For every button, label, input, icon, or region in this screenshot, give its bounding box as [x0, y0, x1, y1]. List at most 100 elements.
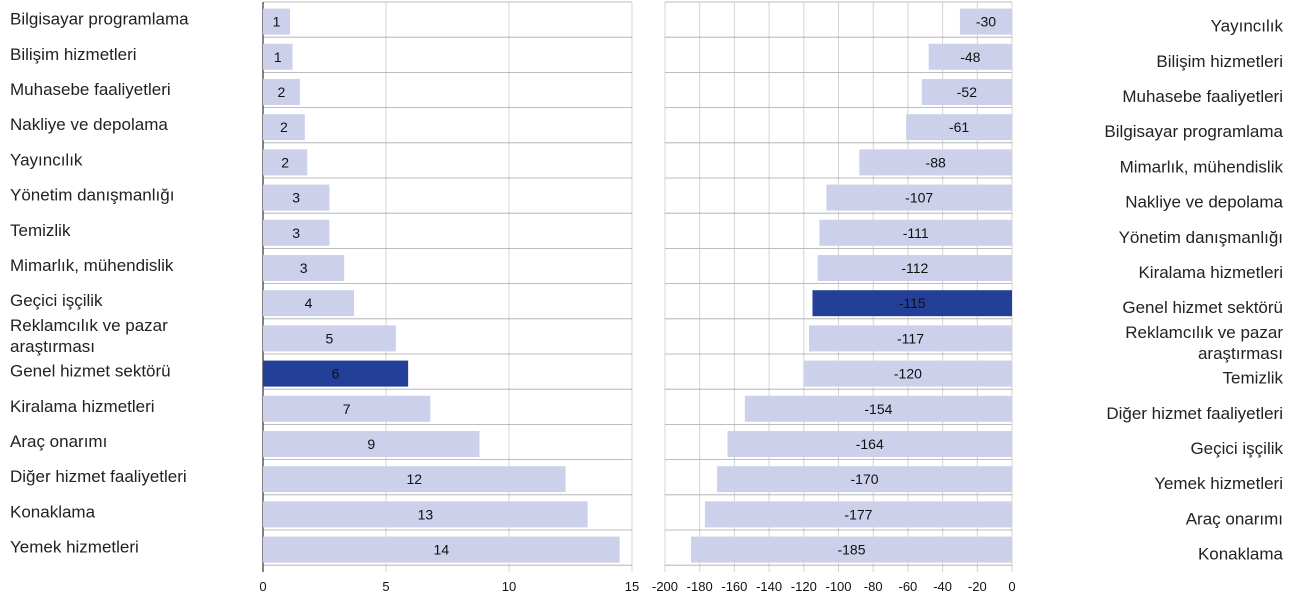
category-label: Yönetim danışmanlığı — [10, 186, 174, 205]
data-label: 6 — [332, 366, 340, 382]
x-tick-label: -180 — [687, 579, 713, 594]
category-label: Temizlik — [10, 221, 71, 240]
category-label: Muhasebe faaliyetleri — [10, 80, 171, 99]
category-label: Bilişim hizmetleri — [1156, 52, 1283, 71]
data-label: 13 — [418, 506, 434, 522]
bar — [717, 466, 1012, 493]
category-label: Yayıncılık — [1211, 17, 1284, 36]
bar — [959, 8, 1012, 35]
data-label: 9 — [367, 436, 375, 452]
bar — [906, 114, 1012, 141]
bar — [263, 501, 588, 528]
category-label: Yemek hizmetleri — [10, 538, 139, 557]
bar — [263, 395, 431, 422]
category-label: Diğer hizmet faaliyetleri — [10, 467, 187, 486]
category-label: Konaklama — [1198, 545, 1284, 564]
category-label: Yemek hizmetleri — [1154, 474, 1283, 493]
category-label: Konaklama — [10, 502, 96, 521]
category-label-line: Reklamcılık ve pazar — [1125, 323, 1283, 342]
data-label: -107 — [905, 190, 933, 206]
category-label: Nakliye ve depolama — [1125, 193, 1283, 212]
category-label-line: Reklamcılık ve pazar — [10, 316, 168, 335]
x-tick-label: -200 — [652, 579, 678, 594]
data-label: -177 — [844, 506, 872, 522]
category-label: Yönetim danışmanlığı — [1119, 228, 1283, 247]
x-tick-label: -160 — [721, 579, 747, 594]
category-label: Muhasebe faaliyetleri — [1122, 87, 1283, 106]
bar — [263, 219, 330, 246]
bar — [263, 114, 305, 141]
category-label: Yayıncılık — [10, 150, 83, 169]
x-tick-label: -40 — [933, 579, 952, 594]
bar — [826, 184, 1012, 211]
bar — [263, 466, 566, 493]
category-label-line: araştırması — [10, 337, 95, 356]
x-tick-label: -120 — [791, 579, 817, 594]
data-label: -120 — [894, 366, 922, 382]
category-label: Bilgisayar programlama — [1104, 122, 1283, 141]
category-label: Temizlik — [1223, 369, 1284, 388]
category-label: Kiralama hizmetleri — [10, 397, 155, 416]
bar — [928, 43, 1012, 70]
data-label: 14 — [434, 542, 450, 558]
category-label: Bilişim hizmetleri — [10, 45, 137, 64]
data-label: -88 — [926, 154, 946, 170]
bar — [744, 395, 1012, 422]
category-label: Diğer hizmet faaliyetleri — [1106, 404, 1283, 423]
category-label: Genel hizmet sektörü — [1122, 298, 1283, 317]
bar — [263, 43, 293, 70]
x-tick-label: -60 — [899, 579, 918, 594]
bar — [809, 325, 1012, 352]
bar — [803, 360, 1012, 387]
data-label: -170 — [851, 471, 879, 487]
x-tick-label: 5 — [382, 579, 389, 594]
data-label: 12 — [407, 471, 423, 487]
data-label: 4 — [305, 295, 313, 311]
bar — [812, 290, 1012, 317]
data-label: -48 — [960, 49, 980, 65]
bar — [704, 501, 1012, 528]
category-label-line: araştırması — [1198, 344, 1283, 363]
x-tick-label: -20 — [968, 579, 987, 594]
category-label: Araç onarımı — [1186, 509, 1283, 528]
data-label: 2 — [280, 119, 288, 135]
bar — [817, 255, 1012, 281]
data-label: -61 — [949, 119, 969, 135]
bar — [263, 325, 396, 352]
data-label: -115 — [899, 295, 926, 311]
data-label: -154 — [864, 401, 892, 417]
data-label: 3 — [300, 260, 308, 276]
category-label: Geçici işçilik — [10, 291, 103, 310]
bar — [263, 79, 300, 105]
data-label: 1 — [273, 14, 281, 30]
x-tick-label: -140 — [756, 579, 782, 594]
data-label: -185 — [837, 542, 865, 558]
data-label: 2 — [278, 84, 286, 100]
x-tick-label: -80 — [864, 579, 883, 594]
bar — [263, 536, 620, 563]
data-label: -52 — [957, 84, 977, 100]
category-label: Reklamcılık ve pazar araştırması — [10, 316, 168, 356]
bar — [691, 536, 1012, 563]
x-tick-label: 0 — [1008, 579, 1015, 594]
data-label: 3 — [292, 190, 300, 206]
bar — [263, 290, 355, 317]
data-label: -112 — [901, 260, 928, 276]
data-label: -164 — [856, 436, 884, 452]
bar — [263, 184, 330, 211]
bar — [921, 79, 1012, 105]
category-label: Geçici işçilik — [1190, 439, 1283, 458]
category-label: Mimarlık, mühendislik — [10, 256, 174, 275]
data-label: -111 — [903, 225, 929, 241]
bar — [859, 149, 1012, 176]
data-label: -30 — [976, 14, 996, 30]
right-bar-chart: -30-48-52-61-88-107-111-112-115-117-120-… — [652, 1, 1284, 594]
bar — [727, 431, 1012, 457]
x-tick-label: -100 — [825, 579, 851, 594]
bar — [263, 431, 480, 457]
x-tick-label: 15 — [625, 579, 639, 594]
data-label: 2 — [281, 154, 289, 170]
category-label: Bilgisayar programlama — [10, 10, 189, 29]
x-tick-label: 0 — [259, 579, 266, 594]
